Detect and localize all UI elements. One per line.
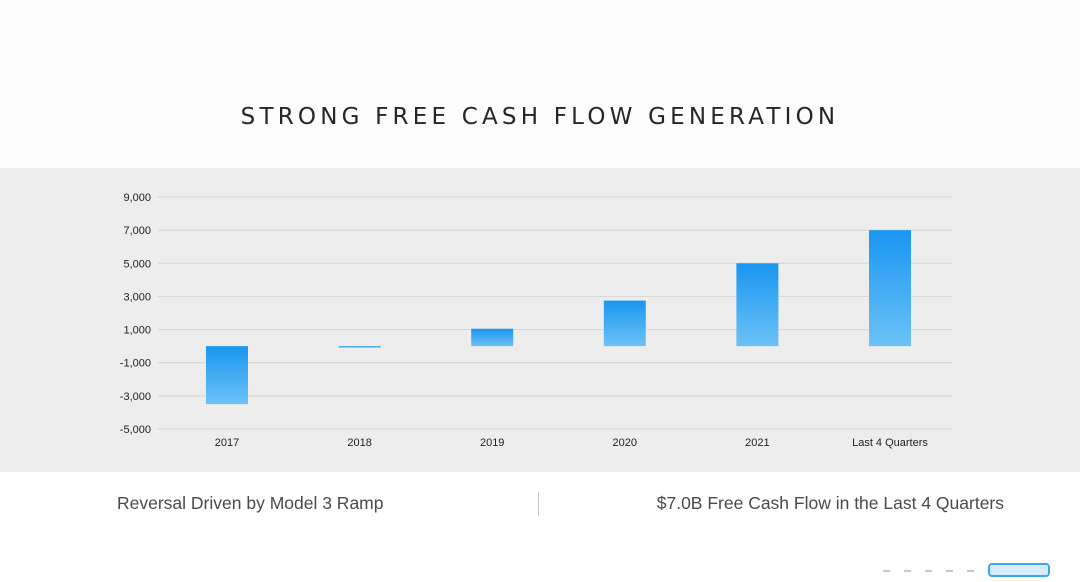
bar-chart: 9,000 7,000 5,000 3,000 1,000 -1,000 -3,000 -5,… — [120, 192, 952, 449]
x-axis-ticks: 2017 2018 2019 2020 2021 Last 4 Quarters — [215, 437, 929, 449]
x-tick-label: Last 4 Quarters — [852, 437, 928, 449]
live-badge-icon — [988, 563, 1050, 577]
caption-band — [0, 472, 1080, 582]
bar-2019 — [471, 328, 514, 347]
bar-2018 — [338, 346, 381, 348]
x-tick-label: 2020 — [613, 437, 637, 449]
y-tick-label: 3,000 — [123, 291, 151, 303]
x-tick-label: 2019 — [480, 437, 504, 449]
x-tick-label: 2017 — [215, 437, 239, 449]
bar-2020 — [603, 300, 646, 347]
bar-last-4-quarters — [869, 230, 911, 347]
gridlines — [158, 196, 952, 430]
tesla-wordmark-icon: ▬ ▬ ▬ ▬ ▬ — [883, 566, 980, 574]
bars — [206, 230, 911, 405]
y-tick-label: 7,000 — [123, 225, 151, 237]
y-tick-label: -1,000 — [120, 358, 151, 370]
caption-left: Reversal Driven by Model 3 Ramp — [117, 493, 384, 513]
x-tick-label: 2021 — [745, 437, 769, 449]
y-axis-ticks: 9,000 7,000 5,000 3,000 1,000 -1,000 -3,000 -5,… — [120, 192, 151, 436]
y-tick-label: -5,000 — [120, 424, 151, 436]
y-tick-label: 5,000 — [123, 258, 151, 270]
tesla-live-logo: ▬ ▬ ▬ ▬ ▬ — [883, 562, 1050, 578]
bar-2017 — [206, 346, 248, 405]
title-band — [0, 0, 1080, 168]
bar-2021 — [736, 263, 779, 347]
caption-divider — [538, 492, 539, 516]
y-tick-label: 9,000 — [123, 192, 151, 204]
caption-right: $7.0B Free Cash Flow in the Last 4 Quart… — [656, 493, 1004, 513]
y-tick-label: -3,000 — [120, 391, 151, 403]
x-tick-label: 2018 — [347, 437, 371, 449]
y-tick-label: 1,000 — [123, 325, 151, 337]
slide-title: STRONG FREE CASH FLOW GENERATION — [240, 104, 840, 130]
